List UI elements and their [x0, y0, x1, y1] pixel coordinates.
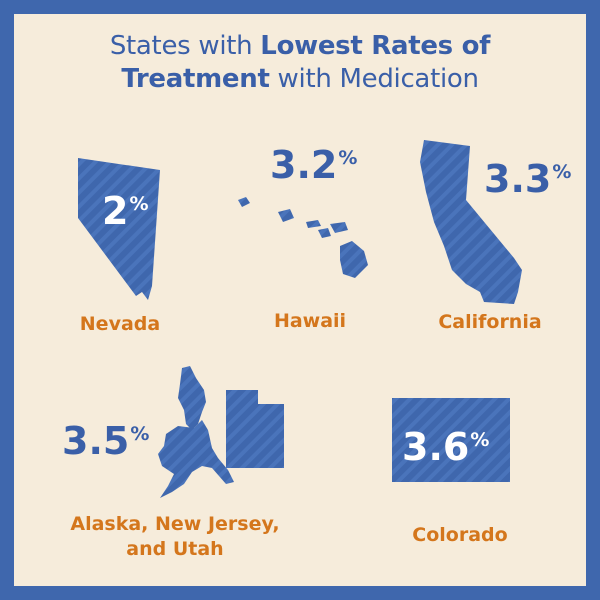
california-value: 3.3 [484, 157, 552, 201]
colorado-map-icon [392, 398, 510, 482]
hawaii-unit: % [338, 147, 358, 169]
nevada-value: 2 [102, 189, 129, 233]
title-text-bold: Lowest Rates of [260, 31, 491, 61]
hawaii-percentage: 3.2% [270, 138, 357, 185]
alaska-map-icon [158, 420, 234, 498]
new-jersey-map-icon [178, 366, 206, 430]
nevada-unit: % [129, 193, 149, 215]
page-title: States with Lowest Rates of Treatment wi… [14, 30, 586, 96]
colorado-label: Colorado [412, 524, 508, 546]
hawaii-label: Hawaii [273, 310, 347, 332]
colorado-value: 3.6 [402, 425, 470, 469]
utah-map-icon [226, 390, 284, 468]
group-label-line2: and Utah [126, 538, 224, 560]
colorado-unit: % [470, 429, 490, 451]
nevada-map-icon [78, 158, 160, 300]
group-value: 3.5 [62, 419, 130, 463]
group-label-line1: Alaska, New Jersey, [70, 513, 280, 535]
group-percentage: 3.5% [62, 414, 149, 461]
california-map-icon [420, 140, 522, 304]
california-unit: % [552, 161, 572, 183]
title-text-bold-2: Treatment [121, 64, 270, 94]
nevada-percentage: 2% [102, 184, 149, 231]
hawaii-value: 3.2 [270, 143, 338, 187]
group-label: Alaska, New Jersey, and Utah [40, 512, 310, 562]
california-label: California [438, 311, 542, 333]
title-text-regular: States with [109, 31, 261, 61]
title-text-regular-2: with Medication [269, 64, 479, 94]
colorado-percentage: 3.6% [402, 420, 489, 467]
hawaii-map-icon [238, 197, 368, 278]
california-percentage: 3.3% [484, 152, 571, 199]
nevada-label: Nevada [79, 313, 161, 335]
group-unit: % [130, 423, 150, 445]
